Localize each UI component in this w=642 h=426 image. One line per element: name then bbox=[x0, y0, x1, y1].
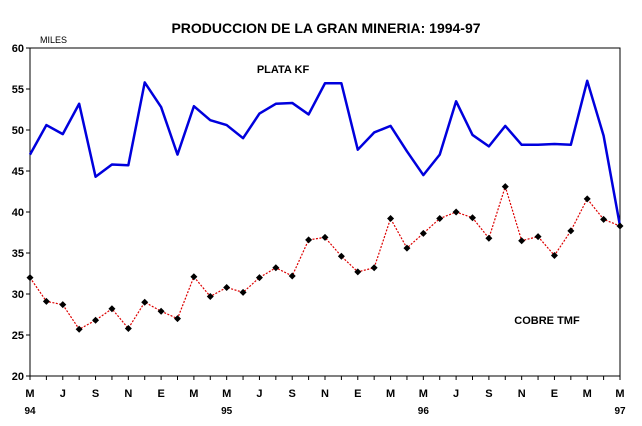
cobre-point bbox=[452, 208, 460, 216]
cobre-point bbox=[174, 315, 181, 323]
x-tick-label: M bbox=[386, 388, 395, 400]
cobre-point bbox=[567, 227, 575, 235]
cobre-point bbox=[157, 307, 165, 315]
cobre-point bbox=[75, 325, 83, 333]
axes: 20 25 30 35 40 45 50 55 60 M J S N E M M J S N E M M J S N E M M 94 9… bbox=[12, 43, 626, 417]
x-tick-label: S bbox=[92, 388, 99, 400]
cobre-line bbox=[29, 184, 621, 331]
x-tick-label: N bbox=[518, 388, 526, 400]
x-tick-label: S bbox=[485, 388, 492, 400]
y-tick-label: 55 bbox=[12, 84, 24, 96]
plata-series-label: PLATA KF bbox=[257, 64, 310, 76]
x-tick-label: J bbox=[256, 388, 262, 400]
cobre-point bbox=[206, 292, 214, 300]
cobre-point bbox=[370, 264, 378, 272]
x-tick-label: M bbox=[583, 388, 592, 400]
y-unit-label: MILES bbox=[40, 35, 67, 45]
cobre-point bbox=[436, 215, 444, 223]
cobre-point bbox=[518, 237, 526, 245]
y-tick-label: 45 bbox=[12, 166, 24, 178]
cobre-point bbox=[354, 268, 362, 276]
cobre-point bbox=[255, 274, 263, 282]
year-label: 95 bbox=[221, 406, 233, 417]
cobre-point bbox=[321, 233, 329, 241]
cobre-point bbox=[583, 195, 591, 203]
x-tick-label: N bbox=[321, 388, 329, 400]
x-tick-label: J bbox=[60, 388, 66, 400]
cobre-point bbox=[305, 236, 313, 244]
y-tick-label: 25 bbox=[12, 330, 24, 342]
cobre-point bbox=[403, 244, 411, 252]
y-tick-label: 60 bbox=[12, 43, 24, 55]
x-tick-label: M bbox=[419, 388, 428, 400]
x-tick-label: M bbox=[615, 388, 624, 400]
year-label: 97 bbox=[614, 406, 626, 417]
y-tick-label: 30 bbox=[12, 289, 24, 301]
y-tick-label: 50 bbox=[12, 125, 24, 137]
x-tick-label: J bbox=[453, 388, 459, 400]
cobre-point bbox=[485, 234, 493, 242]
cobre-point bbox=[387, 215, 395, 223]
cobre-point bbox=[288, 272, 296, 280]
cobre-point bbox=[124, 324, 132, 332]
x-tick-label: M bbox=[222, 388, 231, 400]
cobre-point bbox=[272, 264, 280, 272]
cobre-series-label: COBRE TMF bbox=[514, 315, 580, 327]
cobre-point bbox=[469, 214, 476, 222]
x-tick-label: S bbox=[289, 388, 296, 400]
series-layer bbox=[26, 79, 624, 333]
cobre-point bbox=[616, 222, 624, 230]
cobre-point bbox=[59, 301, 67, 309]
plata-line bbox=[28, 79, 622, 227]
cobre-point bbox=[550, 251, 558, 259]
x-tick-label: N bbox=[124, 388, 132, 400]
cobre-point bbox=[239, 288, 247, 296]
cobre-point bbox=[534, 233, 542, 241]
x-tick-label: E bbox=[551, 388, 558, 400]
y-tick-label: 20 bbox=[12, 371, 24, 383]
cobre-point bbox=[108, 305, 116, 313]
y-tick-label: 35 bbox=[12, 248, 24, 260]
cobre-point bbox=[190, 273, 198, 281]
cobre-point bbox=[42, 297, 50, 305]
cobre-point bbox=[92, 316, 100, 324]
y-tick-label: 40 bbox=[12, 207, 24, 219]
cobre-point bbox=[141, 298, 149, 306]
cobre-point bbox=[223, 283, 231, 291]
x-tick-label: M bbox=[25, 388, 34, 400]
x-tick-label: M bbox=[189, 388, 198, 400]
cobre-point bbox=[337, 252, 345, 260]
cobre-point bbox=[26, 274, 34, 282]
x-tick-label: E bbox=[354, 388, 361, 400]
year-label: 96 bbox=[418, 406, 430, 417]
x-tick-label: E bbox=[157, 388, 164, 400]
year-label: 94 bbox=[24, 406, 36, 417]
chart-title: PRODUCCION DE LA GRAN MINERIA: 1994-97 bbox=[171, 20, 480, 36]
cobre-point bbox=[419, 229, 427, 237]
cobre-point bbox=[501, 183, 509, 191]
cobre-point bbox=[600, 215, 608, 223]
